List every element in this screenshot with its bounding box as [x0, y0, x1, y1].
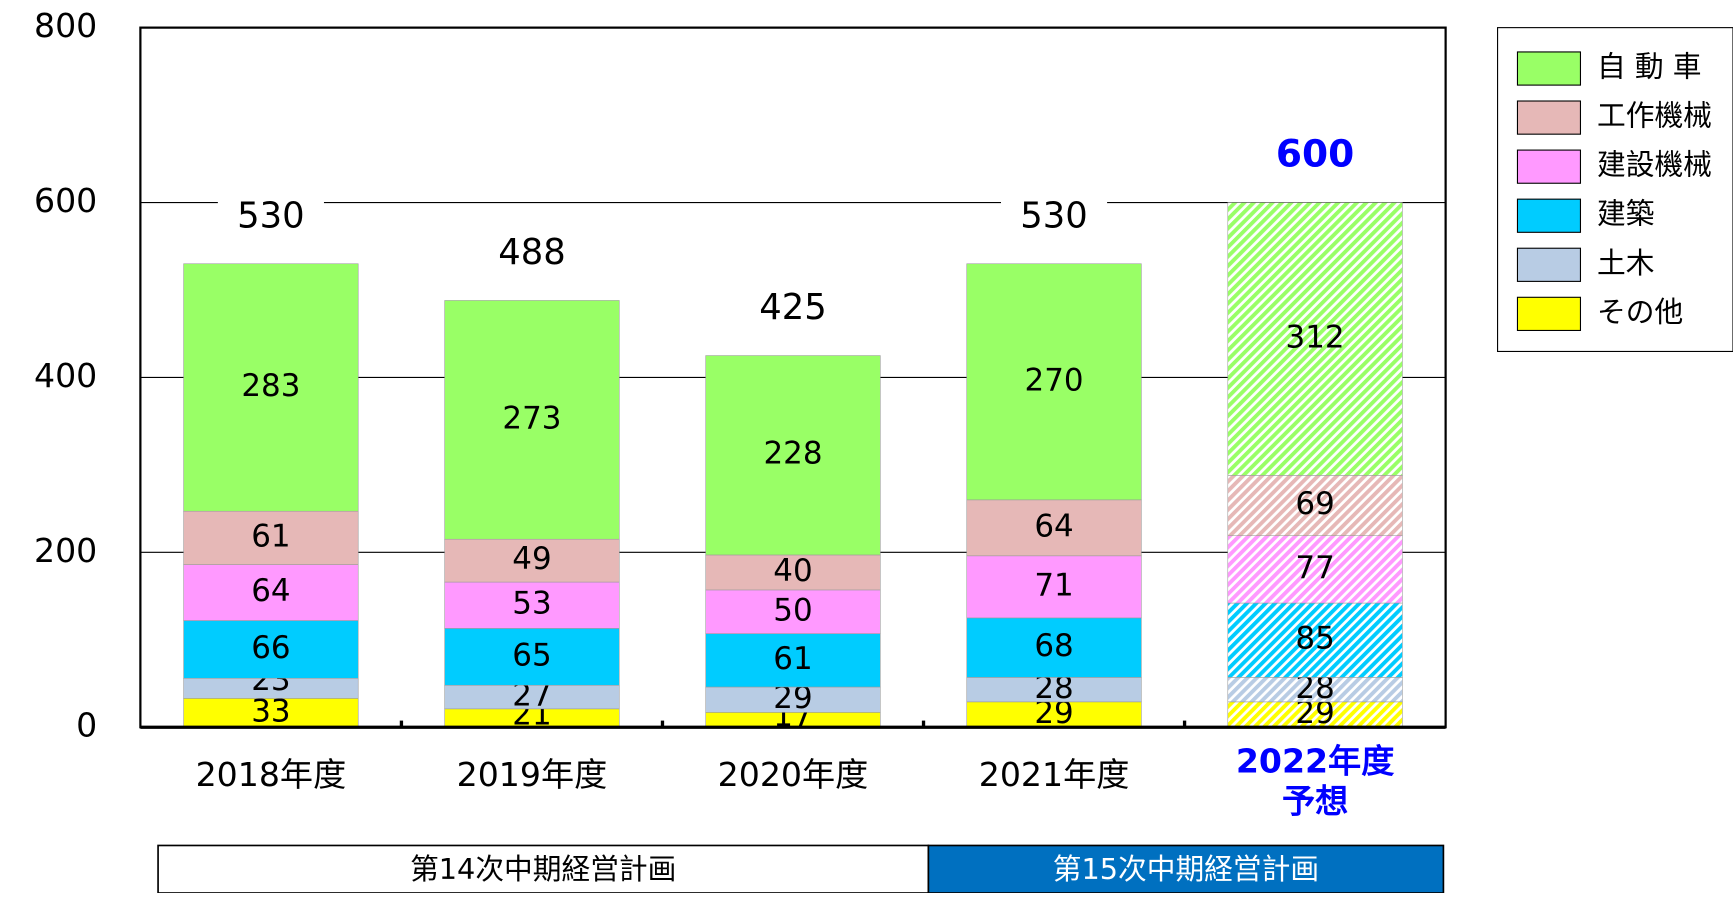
total-label: 488 [498, 232, 566, 273]
bar-segment [444, 300, 620, 540]
bar-segment [1227, 602, 1403, 678]
bar-segment [966, 677, 1142, 703]
legend-swatch [1516, 296, 1582, 332]
data-label: 69 [1295, 486, 1334, 522]
data-label: 270 [1025, 362, 1084, 398]
bar-segment [183, 620, 359, 679]
legend-swatch [1516, 100, 1582, 135]
x-tick-label: 2022年度予想 [1236, 741, 1395, 820]
plan-label: 第15次中期経営計画 [1053, 852, 1319, 886]
data-label: 64 [251, 573, 290, 609]
bar-segment [966, 617, 1142, 678]
legend-swatch [1516, 149, 1582, 184]
x-tick-label: 2018年度 [196, 754, 347, 793]
total-label: 530 [237, 195, 305, 236]
x-tick-label: 2020年度 [718, 754, 869, 793]
legend-label: その他 [1597, 295, 1683, 329]
data-label: 64 [1034, 508, 1073, 544]
total-label-bg [1001, 193, 1108, 242]
plan-label: 第14次中期経営計画 [410, 852, 676, 886]
data-label: 50 [773, 592, 812, 628]
y-tick-label: 800 [34, 6, 97, 45]
bar-segment [183, 510, 359, 565]
x-tick-label: 2021年度 [979, 754, 1130, 793]
legend-swatch [1516, 198, 1582, 233]
bar-segment [705, 686, 881, 713]
data-label: 273 [502, 400, 561, 436]
data-label: 77 [1295, 550, 1334, 586]
bar-segment [183, 564, 359, 621]
bar-segment [966, 555, 1142, 619]
legend-swatch [1516, 247, 1582, 282]
x-tick-label: 2019年度 [457, 754, 608, 793]
bar-segment [444, 581, 620, 629]
data-label: 40 [773, 553, 812, 589]
data-label: 61 [773, 641, 812, 677]
bar-segment [1227, 535, 1403, 604]
legend-label: 自 動 車 [1597, 50, 1701, 84]
data-label: 85 [1295, 621, 1334, 657]
legend-swatch [1516, 51, 1582, 86]
legend-label: 建設機械 [1597, 148, 1712, 182]
data-label: 312 [1286, 319, 1345, 355]
y-tick-label: 600 [34, 181, 97, 220]
total-label-bg [739, 284, 847, 334]
bar-segment [1227, 475, 1403, 536]
bar-segment [183, 263, 359, 512]
y-tick-label: 400 [34, 356, 97, 395]
total-label: 530 [1020, 195, 1088, 236]
y-tick-label: 200 [34, 531, 97, 570]
total-label-bg [478, 229, 586, 279]
data-label: 66 [251, 630, 290, 666]
legend-label: 工作機械 [1597, 99, 1712, 133]
legend-label: 建築 [1597, 197, 1654, 231]
data-label: 283 [241, 368, 300, 404]
data-label: 71 [1034, 567, 1073, 603]
bar-segment [1227, 677, 1403, 703]
data-label: 228 [763, 436, 822, 472]
bar-segment [705, 589, 881, 634]
bar-segment [966, 499, 1142, 557]
data-label: 53 [512, 586, 551, 622]
data-label: 49 [512, 541, 551, 577]
data-label: 33 [251, 693, 290, 729]
data-label: 61 [251, 518, 290, 554]
bar-segment [705, 633, 881, 688]
bar-segment [444, 628, 620, 686]
bar-segment [705, 355, 881, 556]
total-label-bg [1262, 131, 1369, 181]
bar-segment [183, 698, 359, 728]
bar-segment [1227, 202, 1403, 476]
data-label: 68 [1034, 628, 1073, 664]
y-tick-label: 0 [76, 706, 97, 745]
total-label: 425 [759, 287, 826, 328]
legend-label: 土木 [1597, 246, 1654, 280]
total-label: 600 [1276, 132, 1354, 176]
total-label-bg [217, 193, 324, 242]
bar-segment [966, 263, 1142, 501]
data-label: 65 [512, 637, 551, 673]
bar-segment [966, 701, 1142, 728]
